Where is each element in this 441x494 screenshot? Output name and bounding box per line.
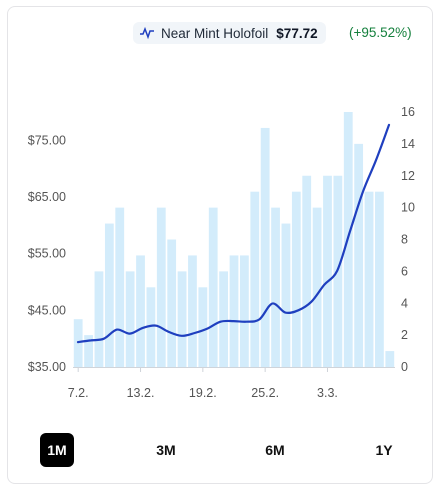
volume-bars [73,112,395,367]
volume-bar [375,191,384,367]
price-line [76,123,391,344]
volume-bar [229,255,239,367]
volume-bar [354,143,364,367]
x-tick-label: 7.2. [68,386,89,400]
period-selector: 1M 3M 6M 1Y [0,433,441,469]
volume-tick-label: 8 [401,233,408,247]
price-tick-label: $55.00 [28,247,66,261]
volume-bar [385,351,395,367]
volume-tick-label: 14 [401,137,415,151]
price-volume-chart: $35.00 $45.00 $55.00 $65.00 $75.00 0 2 4 6 8 10 12… [28,105,415,400]
volume-bar [167,239,177,367]
volume-bar [198,287,208,367]
volume-tick-label: 16 [401,105,415,119]
volume-bar [208,207,218,367]
volume-bar [312,207,322,367]
price-tick-label: $45.00 [28,303,66,317]
volume-bar [104,223,114,367]
price-axis: $35.00 $45.00 $55.00 $65.00 $75.00 [28,133,66,374]
volume-bar [239,255,249,367]
volume-bar [291,191,301,367]
volume-bar [219,271,229,367]
volume-bar [271,207,280,367]
volume-bar [177,271,187,367]
price-change-percent: (+95.52%) [349,25,412,40]
volume-bar [323,175,332,367]
x-tick-label: 3.3. [317,386,338,400]
period-button-3m[interactable]: 3M [156,442,176,458]
volume-tick-label: 12 [401,169,415,183]
period-button-6m[interactable]: 6M [265,442,285,458]
period-button-1m[interactable]: 1M [40,433,74,467]
volume-bar [302,175,312,367]
legend-price: $77.72 [276,25,318,41]
date-axis: 7.2. 13.2. 19.2. 25.2. 3.3. [68,367,395,400]
price-tick-label: $35.00 [28,360,66,374]
volume-bar [156,207,166,367]
period-button-1y[interactable]: 1Y [375,442,393,458]
volume-bar [146,287,156,367]
volume-axis: 0 2 4 6 8 10 12 14 16 [401,105,415,374]
x-tick-label: 25.2. [251,386,279,400]
volume-bar [136,255,145,367]
volume-tick-label: 6 [401,264,408,278]
x-tick-label: 19.2. [189,386,217,400]
volume-bar [115,207,125,367]
volume-bar [125,271,135,367]
volume-bar [188,255,197,367]
chart-legend[interactable]: Near Mint Holofoil $77.72 [133,22,326,44]
volume-bar [250,191,260,367]
price-tick-label: $65.00 [28,190,66,204]
volume-tick-label: 10 [401,201,415,215]
legend-condition: Near Mint Holofoil [161,25,269,41]
volume-bar [94,271,104,367]
volume-bar [281,223,291,367]
volume-bar [84,335,93,367]
trend-line-icon [140,26,154,40]
volume-bar [364,191,374,367]
price-tick-label: $75.00 [28,133,66,147]
x-tick-label: 13.2. [127,386,155,400]
volume-tick-label: 2 [401,328,408,342]
volume-tick-label: 4 [401,296,408,310]
volume-bar [260,127,270,367]
volume-tick-label: 0 [401,360,408,374]
